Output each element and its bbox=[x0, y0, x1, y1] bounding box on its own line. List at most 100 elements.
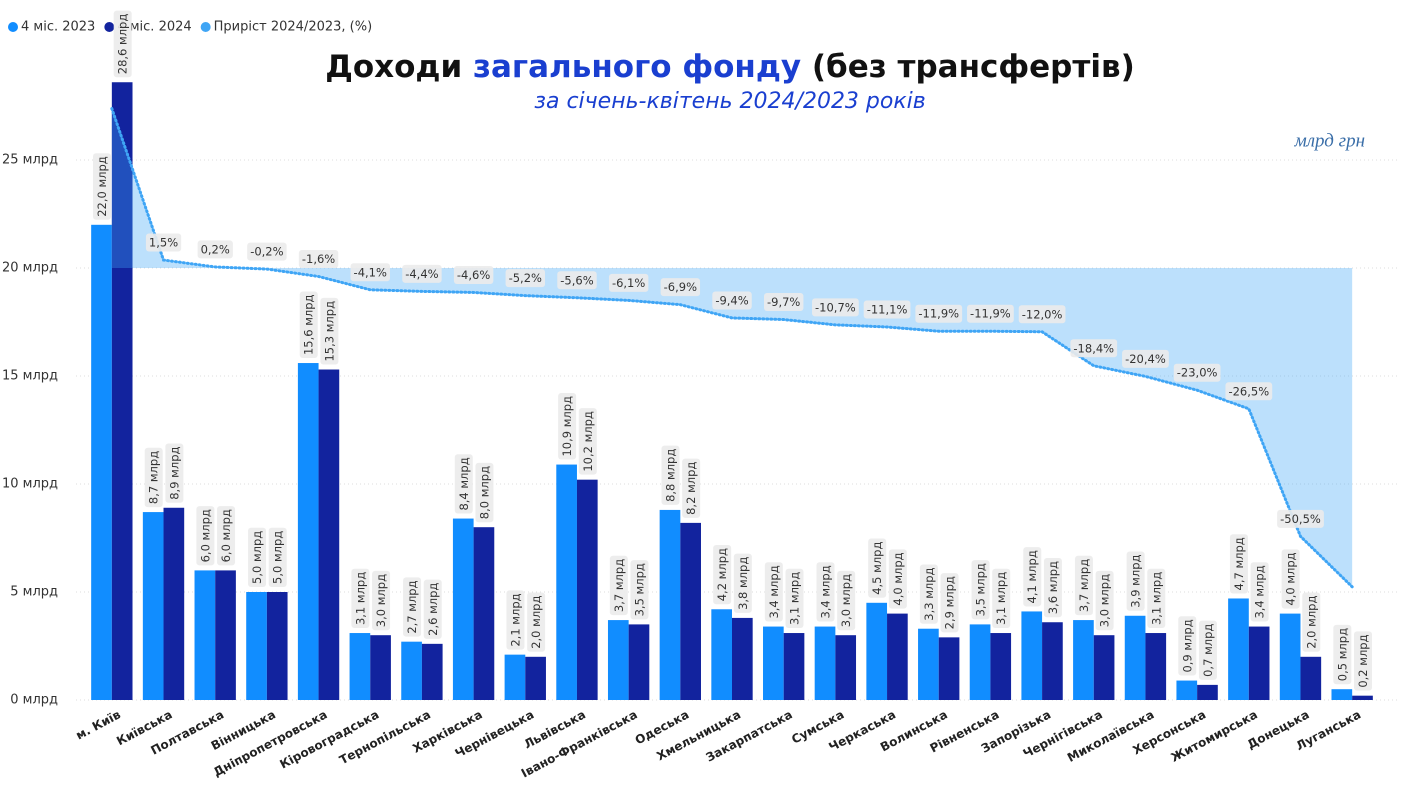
data-label-group: 8,9 млрд bbox=[165, 443, 184, 503]
label-background bbox=[1126, 551, 1145, 611]
data-label-group: 3,4 млрд bbox=[816, 562, 835, 622]
data-label-group: 3,1 млрд bbox=[785, 568, 804, 629]
label-background bbox=[1173, 363, 1221, 382]
data-label-group: 3,7 млрд bbox=[609, 555, 628, 616]
bar bbox=[318, 369, 340, 700]
growth-label-group: -5,2% bbox=[505, 269, 546, 288]
data-label: 8,8 млрд bbox=[663, 449, 677, 502]
data-label: 8,7 млрд bbox=[147, 451, 161, 504]
data-label-group: 0,7 млрд bbox=[1198, 620, 1217, 680]
growth-label: -11,9% bbox=[970, 307, 1011, 321]
bar bbox=[835, 635, 857, 700]
data-label-group: 4,2 млрд bbox=[713, 545, 732, 605]
label-background bbox=[165, 443, 184, 503]
label-background bbox=[1333, 624, 1352, 685]
title-part: (без трансфертів) bbox=[812, 49, 1135, 85]
data-label-group: 3,9 млрд bbox=[1126, 551, 1145, 611]
growth-label: -10,7% bbox=[815, 300, 856, 314]
label-background bbox=[557, 271, 597, 290]
data-label-group: 2,7 млрд bbox=[403, 577, 422, 637]
data-label: 4,7 млрд bbox=[1232, 537, 1246, 590]
bar bbox=[918, 628, 939, 700]
growth-label-group: -12,0% bbox=[1018, 305, 1066, 324]
label-background bbox=[630, 560, 649, 620]
growth-label: -18,4% bbox=[1073, 341, 1114, 355]
data-label-group: 3,4 млрд bbox=[1250, 562, 1269, 622]
x-tick-label: Закарпатська bbox=[704, 707, 795, 764]
label-background bbox=[764, 562, 783, 622]
label-background bbox=[609, 555, 628, 616]
label-background bbox=[475, 462, 494, 523]
growth-label: -4,1% bbox=[354, 265, 387, 279]
bar bbox=[194, 570, 216, 700]
data-label-group: 3,5 млрд bbox=[971, 560, 990, 620]
data-label: 3,1 млрд bbox=[788, 572, 802, 625]
data-label-group: 3,1 млрд bbox=[351, 568, 370, 629]
unit-label: млрд грн bbox=[1294, 130, 1365, 151]
bar bbox=[969, 624, 991, 700]
growth-label-group: -50,5% bbox=[1277, 509, 1324, 528]
label-background bbox=[919, 564, 938, 624]
bar bbox=[1300, 656, 1322, 700]
label-background bbox=[1023, 547, 1042, 607]
growth-label-group: -10,7% bbox=[812, 298, 859, 317]
data-label: 4,2 млрд bbox=[715, 548, 729, 601]
bar bbox=[1352, 695, 1373, 700]
legend-label: Приріст 2024/2023, (%) bbox=[214, 20, 373, 35]
label-background bbox=[113, 10, 132, 78]
label-background bbox=[812, 298, 859, 317]
growth-label: -5,2% bbox=[509, 271, 542, 285]
bar bbox=[215, 570, 236, 700]
label-background bbox=[1074, 555, 1093, 616]
bar bbox=[401, 641, 422, 700]
legend-label: 4 міс. 2023 bbox=[21, 20, 95, 35]
label-background bbox=[1281, 549, 1300, 609]
label-background bbox=[403, 577, 422, 637]
label-background bbox=[1225, 382, 1273, 401]
data-label-group: 8,0 млрд bbox=[475, 462, 494, 523]
data-label: 10,2 млрд bbox=[581, 411, 595, 472]
label-background bbox=[248, 527, 267, 587]
data-label: 2,0 млрд bbox=[1304, 596, 1318, 649]
growth-label: -6,9% bbox=[664, 280, 697, 294]
legend-marker bbox=[8, 22, 18, 32]
data-label-group: 8,4 млрд bbox=[454, 454, 473, 514]
data-label: 3,7 млрд bbox=[612, 559, 626, 612]
growth-label-group: -20,4% bbox=[1122, 349, 1169, 368]
label-background bbox=[299, 291, 318, 359]
data-label: 2,7 млрд bbox=[405, 580, 419, 633]
legend: 4 міс. 2023 4 міс. 2024 Приріст 2024/2023,… bbox=[8, 20, 372, 35]
label-background bbox=[453, 265, 494, 284]
bar bbox=[556, 464, 577, 700]
data-label: 8,9 млрд bbox=[167, 446, 181, 499]
y-tick-label: 10 млрд bbox=[2, 477, 58, 492]
data-label: 2,1 млрд bbox=[508, 593, 522, 646]
label-background bbox=[992, 568, 1011, 629]
data-label: 0,5 млрд bbox=[1335, 628, 1349, 681]
data-label: 28,6 млрд bbox=[116, 14, 130, 75]
growth-label-group: -0,2% bbox=[247, 242, 287, 261]
data-label: 2,6 млрд bbox=[426, 583, 440, 636]
growth-label: -9,7% bbox=[767, 295, 800, 309]
growth-label-group: -26,5% bbox=[1225, 382, 1273, 401]
label-background bbox=[578, 408, 597, 475]
label-background bbox=[402, 264, 442, 283]
label-background bbox=[837, 570, 856, 631]
growth-label-group: -9,7% bbox=[763, 293, 804, 312]
bar bbox=[91, 224, 112, 701]
data-label-group: 2,0 млрд bbox=[527, 592, 546, 652]
data-label: 2,0 млрд bbox=[529, 596, 543, 649]
data-label: 10,9 млрд bbox=[560, 396, 574, 457]
data-label-group: 2,9 млрд bbox=[940, 573, 959, 633]
data-label: 3,0 млрд bbox=[839, 574, 853, 627]
data-label-group: 3,4 млрд bbox=[764, 562, 783, 622]
data-label: 3,4 млрд bbox=[767, 565, 781, 618]
label-background bbox=[93, 153, 112, 220]
growth-label-group: -23,0% bbox=[1173, 363, 1221, 382]
bar bbox=[783, 633, 805, 700]
data-label: 8,2 млрд bbox=[684, 462, 698, 515]
label-background bbox=[863, 300, 911, 319]
label-background bbox=[940, 573, 959, 633]
label-background bbox=[971, 560, 990, 620]
